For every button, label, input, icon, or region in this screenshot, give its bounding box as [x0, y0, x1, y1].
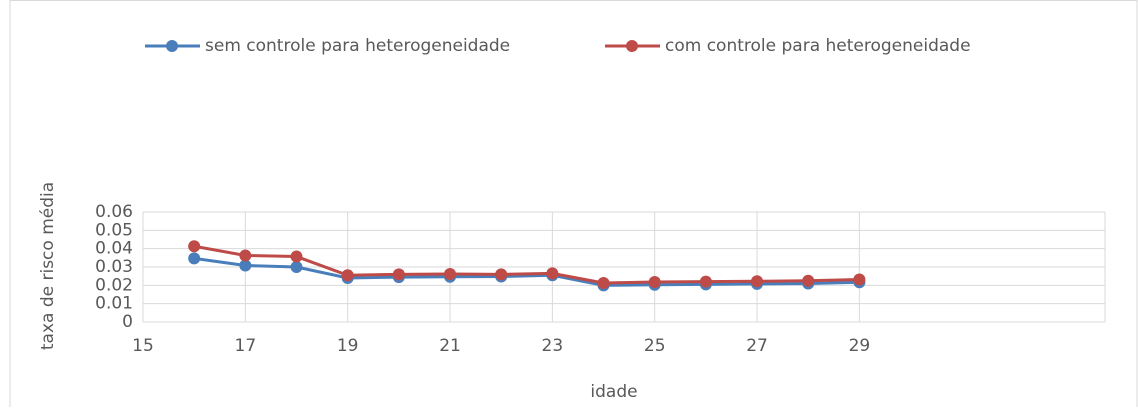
x-tick-label: 17: [235, 336, 257, 356]
y-tick-label: 0.04: [95, 239, 133, 259]
series-line: [193, 256, 860, 287]
data-point: [853, 273, 866, 286]
legend-marker: [626, 40, 638, 52]
x-tick-label: 27: [746, 336, 768, 356]
y-tick-label: 0.06: [95, 202, 133, 222]
data-point: [392, 268, 405, 281]
x-tick-label: 15: [132, 336, 154, 356]
data-point: [239, 249, 252, 262]
y-axis-title: taxa de risco média: [38, 182, 58, 350]
data-point: [239, 259, 252, 272]
data-point: [188, 252, 201, 265]
x-tick-label: 25: [644, 336, 666, 356]
y-tick-label: 0.02: [95, 275, 133, 295]
data-point: [699, 275, 712, 288]
y-tick-label: 0.05: [95, 220, 133, 240]
legend-marker: [166, 40, 178, 52]
y-tick-label: 0: [122, 312, 133, 332]
chart-frame: [9, 0, 1138, 411]
data-point: [444, 267, 457, 280]
data-point: [290, 250, 303, 263]
series-line: [193, 244, 860, 285]
data-point: [597, 276, 610, 289]
data-point: [546, 267, 559, 280]
x-tick-label: 23: [542, 336, 564, 356]
y-tick-label: 0.03: [95, 257, 133, 277]
x-tick-label: 21: [439, 336, 461, 356]
x-tick-label: 29: [849, 336, 871, 356]
legend-label: com controle para heterogeneidade: [665, 36, 971, 56]
data-point: [188, 240, 201, 253]
data-point: [802, 274, 815, 287]
data-point: [751, 275, 764, 288]
data-point: [341, 269, 354, 282]
x-tick-label: 19: [337, 336, 359, 356]
data-point: [495, 268, 508, 281]
legend-label: sem controle para heterogeneidade: [205, 36, 510, 56]
y-tick-label: 0.01: [95, 294, 133, 314]
x-axis-title: idade: [590, 382, 637, 402]
data-point: [290, 261, 303, 273]
data-point: [648, 276, 661, 289]
